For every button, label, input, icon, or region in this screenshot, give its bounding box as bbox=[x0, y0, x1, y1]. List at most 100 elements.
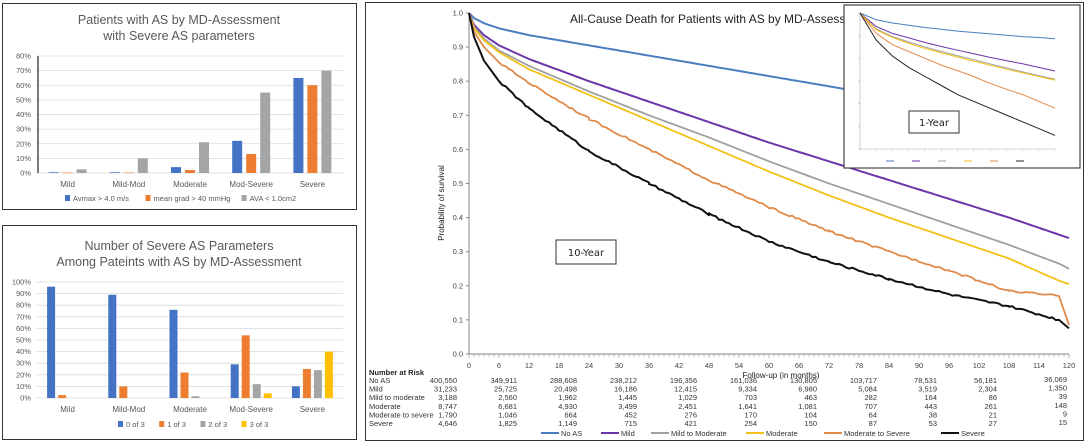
bar-avmax-4-0-m-s bbox=[293, 77, 304, 173]
risk-value: 38 bbox=[929, 410, 937, 419]
x-tick-label: 90 bbox=[915, 361, 923, 370]
risk-value: 1,081 bbox=[798, 402, 817, 411]
bar-3-of-3 bbox=[324, 351, 333, 398]
x-tick-label: 54 bbox=[735, 361, 743, 370]
bar-0-of-3 bbox=[230, 364, 239, 398]
x-category-label: Moderate bbox=[173, 180, 207, 189]
bar-1-of-3 bbox=[302, 369, 311, 398]
survival-curve-moderate bbox=[468, 12, 1070, 285]
risk-value: 16,186 bbox=[614, 385, 637, 394]
bar-mean-grad-40-mmhg bbox=[185, 170, 195, 173]
x-axis-label: Follow-up (in months) bbox=[743, 371, 820, 380]
y-tick-label: 0.8 bbox=[453, 77, 463, 86]
risk-value: 8,747 bbox=[438, 402, 457, 411]
risk-value: 2,451 bbox=[678, 402, 697, 411]
risk-value: 53 bbox=[929, 419, 937, 428]
legend-swatch bbox=[65, 195, 70, 201]
bar-0-of-3 bbox=[47, 286, 56, 398]
risk-value: 1,962 bbox=[558, 393, 577, 402]
y-tick-label: 60% bbox=[16, 324, 31, 333]
survival-curve-moderate-to-severe bbox=[468, 12, 1070, 326]
risk-value: 261 bbox=[984, 402, 997, 411]
legend-swatch bbox=[200, 421, 206, 427]
risk-value: 3,499 bbox=[618, 402, 637, 411]
inset-curve-no-as bbox=[859, 12, 1056, 40]
risk-value: 15 bbox=[1059, 418, 1067, 427]
risk-row-label: Mild bbox=[369, 385, 383, 394]
y-tick-label: 60% bbox=[16, 81, 31, 90]
risk-value: 1,641 bbox=[738, 402, 757, 411]
risk-value: 1,790 bbox=[438, 410, 457, 419]
chart-title: All-Cause Death for Patients with AS by … bbox=[570, 12, 873, 26]
bar-3-of-3 bbox=[263, 393, 272, 398]
x-tick-label: 114 bbox=[1033, 361, 1045, 370]
legend-swatch bbox=[145, 195, 151, 201]
x-tick-label: 108 bbox=[1003, 361, 1016, 370]
risk-value: 452 bbox=[624, 410, 637, 419]
risk-row-label: No AS bbox=[369, 376, 390, 385]
bar-avmax-4-0-m-s bbox=[232, 140, 243, 173]
y-tick-label: 0.7 bbox=[453, 111, 463, 120]
x-tick-label: 12 bbox=[525, 361, 533, 370]
y-tick-label: 10% bbox=[16, 154, 31, 163]
risk-value: 9 bbox=[1063, 409, 1067, 418]
risk-value: 664 bbox=[564, 410, 577, 419]
legend-label: Moderate bbox=[766, 429, 798, 438]
y-tick-label: 0.0 bbox=[453, 350, 463, 359]
inset-curve-moderate-to-severe bbox=[859, 12, 1056, 109]
y-tick-label: 70% bbox=[16, 312, 31, 321]
risk-value: 170 bbox=[744, 410, 757, 419]
risk-value: 349,911 bbox=[490, 376, 517, 385]
y-tick-label: 30% bbox=[16, 359, 31, 368]
risk-value: 4,930 bbox=[558, 402, 577, 411]
risk-value: 4,646 bbox=[438, 419, 457, 428]
y-tick-label: 0% bbox=[20, 394, 31, 403]
inset-curve-severe bbox=[859, 12, 1056, 136]
risk-value: 707 bbox=[864, 402, 877, 411]
risk-value: 1,445 bbox=[618, 393, 637, 402]
bar-mean-grad-40-mmhg bbox=[307, 85, 318, 173]
inset-chart-frame bbox=[843, 4, 1081, 169]
x-tick-label: 102 bbox=[973, 361, 986, 370]
y-tick-label: 0.9 bbox=[453, 43, 463, 52]
y-tick-label: 0.6 bbox=[453, 145, 463, 154]
bar-ava-1-0cm2 bbox=[76, 169, 87, 173]
survival-curve-severe bbox=[468, 12, 1070, 330]
severe-parameters-bar-chart: Patients with AS by MD-Assessment with Se… bbox=[16, 13, 343, 203]
bar-mean-grad-40-mmhg bbox=[62, 172, 73, 174]
bar-avmax-4-0-m-s bbox=[109, 172, 120, 173]
y-tick-label: 0.5 bbox=[453, 179, 463, 188]
annotation-1-year: 1-Year bbox=[919, 118, 950, 129]
x-tick-label: 48 bbox=[705, 361, 713, 370]
bar-ava-1-0cm2 bbox=[137, 158, 148, 173]
x-tick-label: 0 bbox=[467, 361, 471, 370]
risk-value: 86 bbox=[989, 393, 997, 402]
bar-ava-1-0cm2 bbox=[321, 70, 332, 173]
risk-value: 161,036 bbox=[730, 376, 757, 385]
x-tick-label: 6 bbox=[497, 361, 501, 370]
risk-value: 164 bbox=[924, 393, 937, 402]
survival-chart: All-Cause Death for Patients with AS by … bbox=[369, 4, 1081, 438]
risk-value: 276 bbox=[684, 410, 697, 419]
y-tick-label: 20% bbox=[16, 370, 31, 379]
bar-0-of-3 bbox=[169, 309, 178, 398]
bar-0-of-3 bbox=[108, 294, 117, 398]
parameter-count-bar-chart: Number of Severe AS Parameters Among Pate… bbox=[12, 239, 343, 429]
x-category-label: Severe bbox=[300, 180, 326, 189]
survival-curve-mild-to-moderate bbox=[468, 12, 1070, 270]
risk-value: 150 bbox=[804, 419, 817, 428]
risk-value: 463 bbox=[804, 393, 817, 402]
risk-value: 39 bbox=[1059, 392, 1067, 401]
x-tick-label: 18 bbox=[555, 361, 563, 370]
inset-curve-mild bbox=[859, 12, 1056, 72]
x-tick-label: 120 bbox=[1063, 361, 1076, 370]
legend-label: 1 of 3 bbox=[167, 420, 186, 429]
x-category-label: Mild bbox=[60, 405, 75, 414]
risk-value: 703 bbox=[744, 393, 757, 402]
risk-value: 421 bbox=[684, 419, 697, 428]
bar-2-of-3 bbox=[252, 384, 261, 398]
risk-row-label: Severe bbox=[369, 419, 393, 428]
risk-value: 1,350 bbox=[1048, 384, 1067, 393]
x-tick-label: 36 bbox=[645, 361, 653, 370]
bar-2-of-3 bbox=[191, 396, 200, 398]
